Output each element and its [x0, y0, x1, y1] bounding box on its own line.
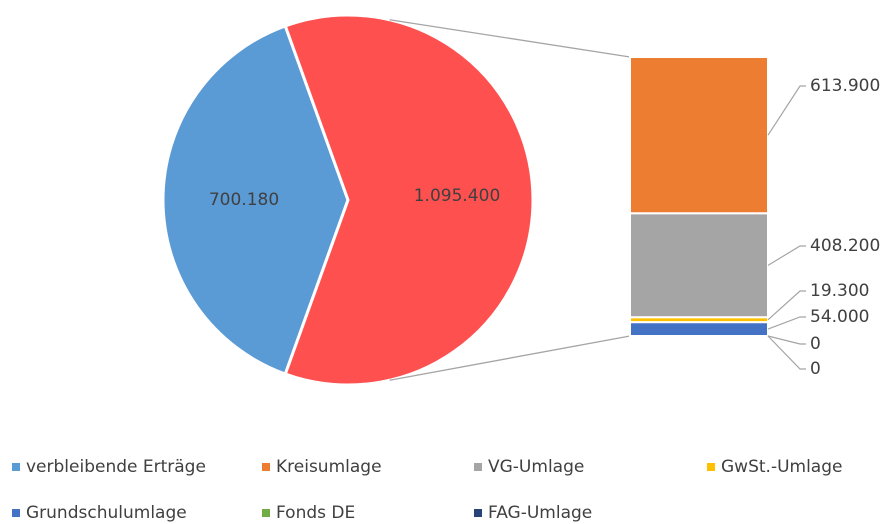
data-label: 19.300 [810, 281, 869, 301]
bar-segment [629, 321, 769, 338]
legend-label: Kreisumlage [276, 457, 382, 477]
data-label: 0 [810, 334, 821, 354]
legend-swatch [262, 463, 270, 471]
data-label: 54.000 [810, 307, 869, 327]
legend-label: Grundschulumlage [26, 503, 187, 523]
connector [389, 19, 631, 58]
data-label: 1.095.400 [414, 186, 501, 206]
legend-label: FAG-Umlage [488, 503, 592, 523]
data-label: 700.180 [209, 190, 279, 210]
leader-line [767, 335, 806, 370]
leader-line [767, 85, 806, 136]
data-label: 613.900 [810, 76, 880, 96]
legend-swatch [12, 463, 20, 471]
legend-label: VG-Umlage [488, 457, 584, 477]
legend-swatch [474, 463, 482, 471]
legend-label: verbleibende Erträge [26, 457, 206, 477]
legend-label: GwSt.-Umlage [721, 457, 842, 477]
leader-line [767, 316, 806, 330]
pie-slice [161, 24, 350, 376]
data-label: 408.200 [810, 236, 880, 256]
legend-label: Fonds DE [276, 503, 355, 523]
leader-line [767, 290, 806, 321]
pie-slice [283, 13, 535, 387]
legend-swatch [12, 509, 20, 517]
leader-line [767, 245, 806, 266]
leader-line [767, 335, 806, 345]
legend-swatch [707, 463, 715, 471]
connector [389, 335, 631, 381]
data-label: 0 [810, 359, 821, 379]
legend-swatch [474, 509, 482, 517]
bar-segment [629, 56, 769, 215]
bar-segment [629, 212, 769, 319]
legend-swatch [262, 509, 270, 517]
